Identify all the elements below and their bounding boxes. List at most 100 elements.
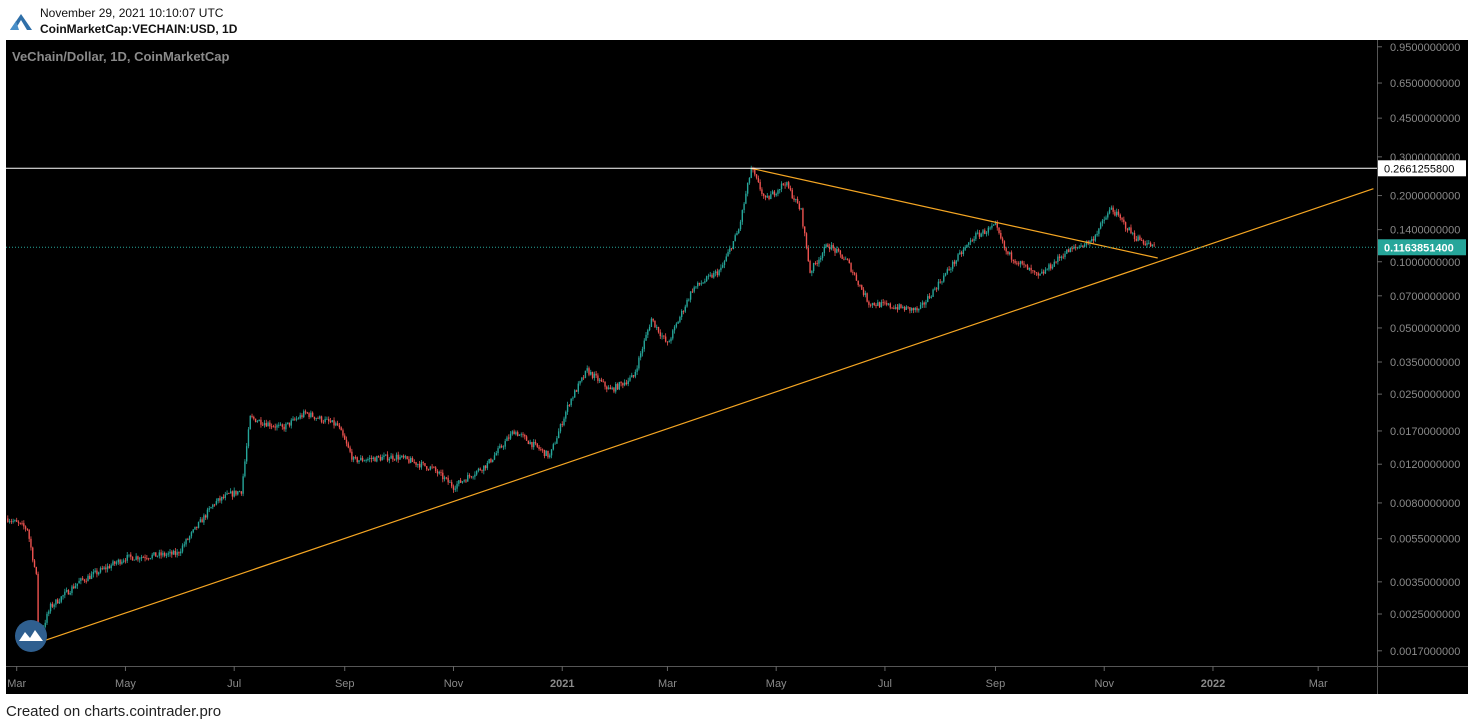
resistance-price-label: 0.2661255800	[1384, 163, 1454, 175]
candle	[81, 576, 84, 581]
candle	[208, 506, 210, 513]
candle	[103, 566, 105, 570]
candle	[155, 552, 157, 557]
candle	[1119, 213, 1121, 221]
candle	[855, 272, 858, 281]
candle	[741, 209, 744, 225]
candle	[991, 222, 993, 230]
candle	[119, 558, 121, 566]
chart-panel[interactable]: 0.9500000000 0.6500000000 0.4500000000 0.30…	[6, 40, 1468, 694]
candle	[898, 303, 900, 311]
y-tick-label: 0.2000000000	[1390, 191, 1460, 203]
last-price-label: 0.1163851400	[1384, 242, 1454, 254]
candle	[197, 521, 200, 529]
candle	[616, 382, 619, 391]
candle	[1014, 258, 1016, 265]
candle	[721, 262, 724, 269]
candle	[342, 428, 344, 438]
descending-trendline[interactable]	[751, 167, 1158, 259]
candle	[607, 385, 610, 390]
candle	[695, 286, 697, 289]
candle	[340, 426, 342, 431]
candle	[49, 602, 52, 614]
candle	[172, 549, 175, 555]
candle	[960, 250, 963, 257]
candle	[1067, 248, 1070, 253]
candle	[1096, 230, 1098, 237]
candle	[568, 404, 571, 407]
candle	[58, 598, 61, 605]
candle	[146, 555, 148, 561]
candle	[873, 302, 875, 307]
candle	[10, 518, 13, 525]
candle	[443, 475, 446, 482]
candle	[67, 589, 70, 595]
candle	[541, 448, 544, 453]
candle	[763, 193, 765, 199]
candle	[126, 551, 128, 564]
candle	[679, 315, 681, 324]
candle	[1026, 263, 1029, 270]
candle	[784, 182, 786, 189]
candle	[65, 587, 68, 593]
candle	[859, 284, 861, 288]
candle	[673, 325, 676, 334]
candle	[397, 451, 399, 463]
candle	[582, 374, 585, 381]
candle	[850, 262, 852, 273]
candle	[1037, 271, 1039, 279]
candle	[238, 490, 241, 493]
candle	[518, 434, 521, 436]
price-chart[interactable]: 0.95000000000.65000000000.45000000000.30…	[6, 40, 1468, 694]
candle	[467, 472, 469, 482]
candle	[768, 195, 770, 201]
candle	[297, 416, 300, 420]
candle	[1149, 241, 1152, 247]
candle	[525, 435, 528, 441]
candle	[902, 305, 904, 309]
candle	[1117, 209, 1120, 217]
candle	[288, 422, 291, 428]
candle	[1114, 209, 1116, 217]
candle	[1121, 217, 1123, 223]
candle	[629, 375, 631, 382]
candle	[971, 238, 973, 242]
candle	[581, 377, 583, 383]
candle	[875, 303, 877, 309]
candle	[805, 232, 808, 250]
candle	[809, 259, 811, 274]
candle	[249, 415, 251, 430]
candle	[254, 418, 257, 423]
candle	[130, 552, 132, 560]
candle	[201, 517, 203, 523]
candle	[604, 381, 606, 390]
chart-header: November 29, 2021 10:10:07 UTC CoinMarke…	[0, 0, 1476, 40]
candle	[531, 441, 533, 450]
candle	[402, 454, 405, 460]
candle	[511, 430, 514, 436]
candle	[700, 280, 703, 286]
candle	[746, 182, 749, 197]
candle	[984, 228, 986, 235]
candle	[1099, 221, 1102, 230]
candle	[759, 179, 761, 192]
candle	[543, 449, 546, 459]
candle	[247, 427, 250, 449]
y-tick-label: 0.0170000000	[1390, 426, 1460, 438]
candle	[1112, 205, 1114, 215]
candle	[916, 306, 918, 313]
candle	[459, 477, 462, 484]
candle	[597, 373, 599, 384]
support-trendline[interactable]	[37, 188, 1374, 644]
candle	[51, 601, 54, 608]
candle	[743, 202, 745, 214]
candle	[267, 421, 269, 427]
candle	[385, 454, 387, 457]
candle	[968, 241, 970, 248]
candle	[711, 273, 713, 279]
candle	[814, 261, 817, 266]
candle	[962, 247, 965, 257]
candle	[427, 468, 430, 471]
candle	[14, 519, 16, 523]
candle	[1039, 273, 1041, 276]
